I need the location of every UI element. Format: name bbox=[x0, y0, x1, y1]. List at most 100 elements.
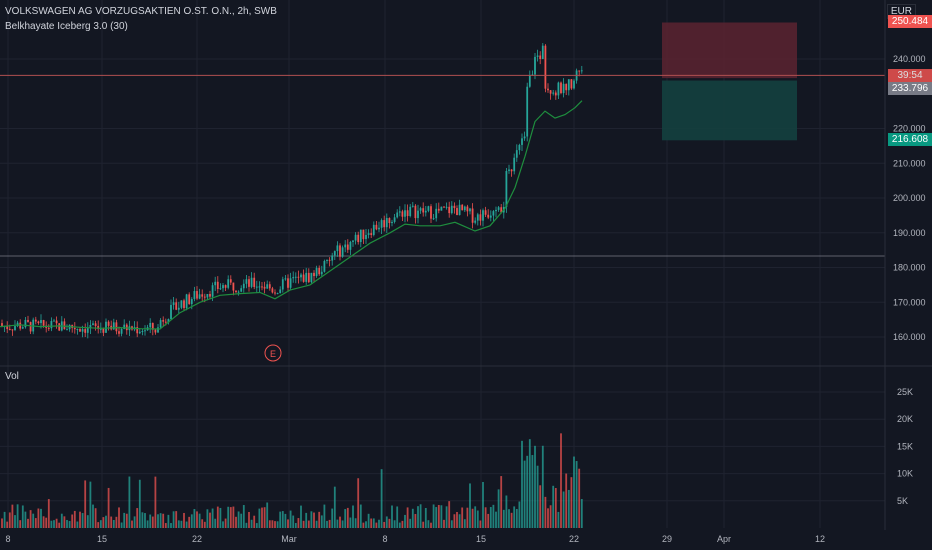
candle-body bbox=[281, 279, 284, 290]
candle-body bbox=[222, 285, 224, 289]
volume-bar bbox=[71, 514, 74, 528]
candle-body bbox=[370, 233, 373, 235]
candle-body bbox=[541, 45, 544, 60]
candle-body bbox=[578, 70, 581, 72]
volume-bar bbox=[427, 520, 430, 528]
candle-body bbox=[339, 245, 341, 257]
volume-bar bbox=[84, 480, 87, 528]
volume-bar bbox=[144, 513, 146, 528]
candle-body bbox=[393, 217, 396, 222]
volume-bar bbox=[570, 477, 573, 528]
candle-body bbox=[144, 330, 146, 332]
candle-body bbox=[404, 210, 406, 217]
volume-bar bbox=[573, 456, 575, 528]
candle-body bbox=[461, 204, 464, 211]
price-axis[interactable]: 160.000 170.000 180.000 190.000 200.000 210.0… bbox=[893, 54, 926, 342]
candle-body bbox=[456, 208, 458, 216]
volume-bar bbox=[229, 507, 232, 528]
candle-body bbox=[378, 227, 380, 230]
bar-countdown-tag: 39:54 bbox=[888, 69, 932, 82]
volume-bar bbox=[380, 469, 383, 528]
candle-body bbox=[469, 208, 471, 212]
candle-body bbox=[1, 323, 3, 327]
volume-pane-label: Vol bbox=[5, 371, 19, 382]
candle-body bbox=[359, 229, 362, 243]
candle-body bbox=[193, 291, 196, 300]
candle-body bbox=[411, 205, 414, 207]
time-axis[interactable]: 8 15 22 Mar 8 15 22 29 Apr 12 bbox=[5, 534, 825, 544]
candle-body bbox=[500, 207, 503, 213]
volume-bar bbox=[528, 439, 531, 528]
candle-body bbox=[406, 210, 409, 216]
volume-bar bbox=[32, 513, 35, 528]
volume-bar bbox=[508, 509, 510, 528]
volume-bar bbox=[560, 433, 562, 528]
candle-body bbox=[375, 224, 378, 230]
volume-bar bbox=[536, 465, 539, 528]
candle-body bbox=[16, 322, 19, 327]
candle-body bbox=[92, 323, 94, 325]
candle-body bbox=[164, 321, 167, 323]
candle-body bbox=[50, 321, 53, 329]
volume-axis[interactable]: 5K 10K 15K 20K 25K bbox=[897, 387, 913, 506]
candle-body bbox=[333, 251, 336, 256]
volume-bar bbox=[47, 499, 50, 528]
volume-bar bbox=[523, 460, 526, 528]
volume-bar bbox=[11, 504, 14, 528]
candle-body bbox=[528, 75, 531, 87]
volume-bar bbox=[167, 514, 170, 528]
volume-bar bbox=[112, 519, 115, 528]
volume-bar bbox=[89, 481, 92, 528]
volume-bar bbox=[276, 521, 279, 528]
volume-bar bbox=[216, 506, 219, 528]
volume-bar bbox=[287, 519, 289, 528]
volume-bar bbox=[326, 520, 328, 528]
volume-bar bbox=[333, 486, 336, 528]
candle-body bbox=[201, 294, 204, 297]
volume-bar bbox=[110, 516, 113, 528]
candle-body bbox=[216, 281, 219, 289]
volume-bar bbox=[214, 518, 217, 528]
candle-body bbox=[183, 300, 185, 309]
earnings-marker[interactable]: E bbox=[264, 344, 282, 362]
price-tick-label: 210.000 bbox=[893, 158, 926, 168]
volume-bar bbox=[227, 506, 230, 528]
candle-body bbox=[34, 319, 37, 322]
candle-body bbox=[263, 286, 266, 289]
volume-bar bbox=[479, 520, 482, 528]
volume-bar bbox=[79, 511, 81, 528]
volume-bar bbox=[245, 522, 248, 528]
candle-body bbox=[573, 80, 575, 89]
candle-body bbox=[344, 244, 347, 248]
stop-loss-zone[interactable] bbox=[662, 22, 797, 79]
volume-bar bbox=[575, 461, 578, 528]
volume-bar bbox=[362, 522, 365, 528]
volume-tick-label: 5K bbox=[897, 496, 908, 506]
volume-bar bbox=[185, 521, 188, 528]
candle-body bbox=[112, 322, 115, 330]
candle-body bbox=[336, 245, 339, 252]
candle-body bbox=[37, 321, 40, 324]
time-tick-label: 22 bbox=[192, 534, 202, 544]
candle-body bbox=[492, 211, 495, 216]
volume-bar bbox=[500, 476, 503, 528]
candle-body bbox=[383, 220, 386, 228]
volume-bar bbox=[133, 516, 136, 528]
volume-bar bbox=[201, 519, 204, 528]
take-profit-zone[interactable] bbox=[662, 80, 797, 141]
candle-body bbox=[97, 325, 100, 329]
volume-bar bbox=[432, 504, 435, 528]
volume-bar bbox=[424, 508, 427, 528]
volume-bar bbox=[328, 519, 331, 528]
candle-body bbox=[21, 327, 24, 329]
candle-body bbox=[24, 319, 27, 328]
volume-bar bbox=[190, 514, 193, 528]
volume-bar bbox=[128, 476, 131, 528]
candle-body bbox=[547, 88, 549, 91]
volume-bar bbox=[141, 512, 144, 528]
candle-body bbox=[154, 329, 157, 333]
volume-bar bbox=[123, 512, 126, 528]
candle-body bbox=[315, 267, 318, 277]
volume-bar bbox=[510, 512, 513, 528]
